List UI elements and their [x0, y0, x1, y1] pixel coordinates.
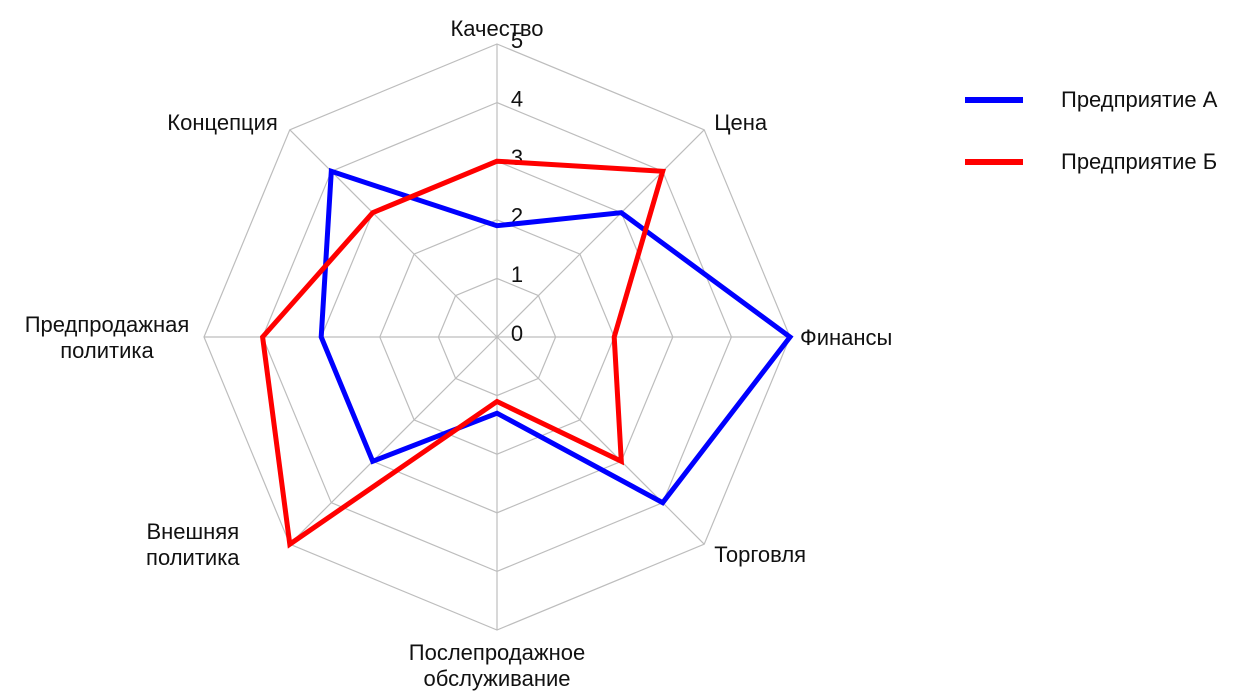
legend-label-series-b: Предприятие Б — [1061, 149, 1218, 174]
category-label-5: Внешняя политика — [146, 519, 240, 570]
legend-item-series-b: Предприятие Б — [965, 146, 1217, 178]
tick-label-3: 3 — [511, 145, 523, 170]
grid-spoke — [289, 336, 498, 545]
tick-label-5: 5 — [511, 28, 523, 53]
category-label-line: Послепродажное — [409, 640, 585, 665]
category-label-line: политика — [60, 338, 154, 363]
legend: Предприятие А Предприятие Б — [965, 84, 1217, 208]
grid-spoke — [289, 129, 498, 338]
category-label-4: Послепродажное обслуживание — [409, 640, 585, 691]
category-label-line: Внешняя — [146, 519, 239, 544]
category-label-0: Качество — [450, 16, 543, 41]
category-label-line: Предпродажная — [25, 312, 190, 337]
category-label-2: Финансы — [800, 325, 892, 350]
category-label-line: политика — [146, 545, 240, 570]
category-label-line: обслуживание — [423, 666, 570, 691]
category-label-line: Финансы — [800, 325, 892, 350]
category-label-6: Предпродажная политика — [25, 312, 190, 363]
series-line-b — [259, 158, 666, 549]
legend-swatch-series-a — [965, 97, 1023, 103]
series-lines — [259, 158, 794, 549]
category-labels: Качество Цена Финансы Торговля Послепродажно… — [25, 16, 893, 691]
category-label-3: Торговля — [714, 542, 806, 567]
category-label-1: Цена — [714, 110, 768, 135]
category-label-line: Цена — [714, 110, 768, 135]
category-label-line: Концепция — [167, 110, 278, 135]
category-label-line: Качество — [450, 16, 543, 41]
legend-label-series-a: Предприятие А — [1061, 87, 1218, 112]
tick-label-0: 0 — [511, 321, 523, 346]
category-label-7: Концепция — [167, 110, 278, 135]
grid-spoke — [496, 336, 705, 545]
legend-item-series-a: Предприятие А — [965, 84, 1217, 116]
category-label-line: Торговля — [714, 542, 806, 567]
legend-swatch-series-b — [965, 159, 1023, 165]
tick-label-1: 1 — [511, 262, 523, 287]
tick-label-4: 4 — [511, 86, 523, 111]
grid-spoke — [496, 129, 705, 338]
